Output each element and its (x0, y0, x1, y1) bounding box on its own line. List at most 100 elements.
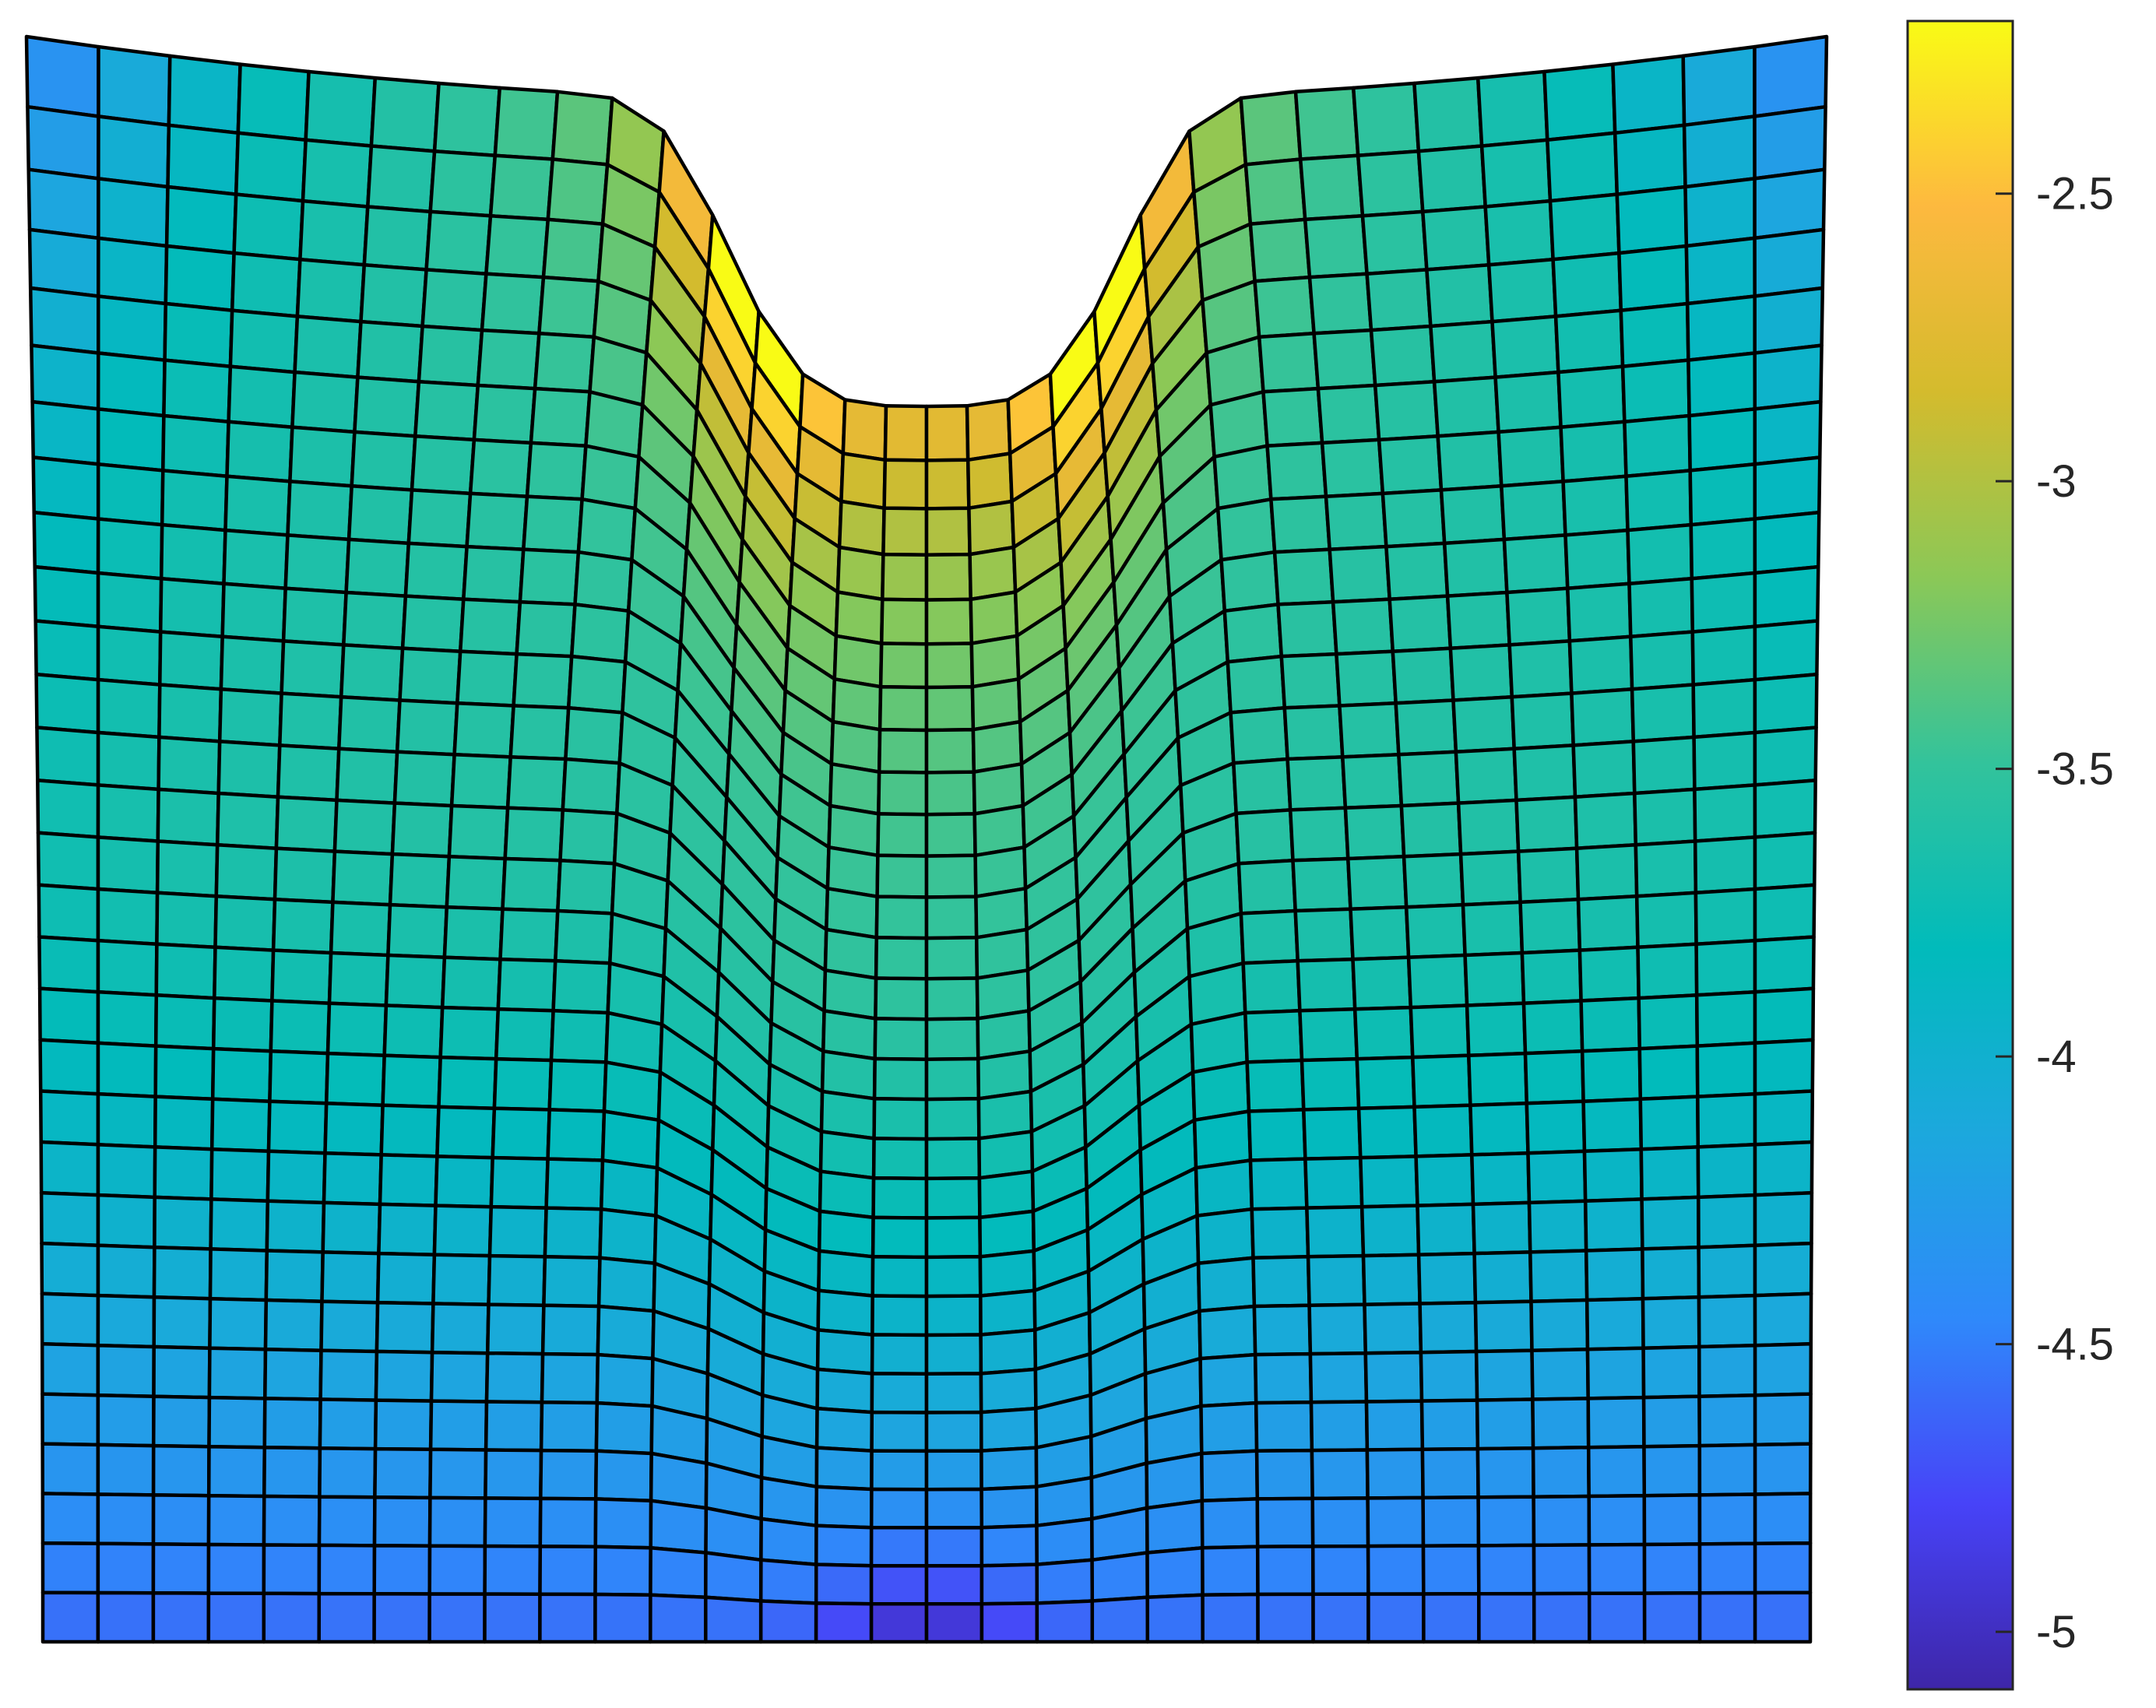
mesh-element (1587, 1591, 1647, 1644)
mesh-element (1436, 430, 1504, 492)
mesh-element (1514, 795, 1579, 853)
mesh-element (758, 1599, 818, 1644)
mesh-element (1406, 953, 1469, 1010)
mesh-element (1581, 1097, 1644, 1154)
mesh-element (1475, 69, 1549, 148)
mesh-element (1194, 1158, 1254, 1218)
mesh-element (1510, 691, 1575, 751)
mesh-element (151, 1394, 212, 1449)
mesh-element (1234, 808, 1295, 866)
mesh-element (649, 1593, 708, 1644)
mesh-element (158, 630, 224, 691)
mesh-element (1291, 856, 1352, 913)
mesh-element (437, 1055, 498, 1111)
mesh-element (24, 34, 100, 118)
mesh-element (428, 1399, 489, 1452)
mesh-element (1753, 1492, 1813, 1546)
mesh-element (278, 691, 343, 751)
mesh-element (924, 976, 980, 1021)
colorbar-tick-label: -3.5 (2036, 744, 2114, 795)
mesh-element (271, 898, 335, 955)
mesh-element (1619, 301, 1690, 369)
mesh-element (476, 328, 541, 391)
mesh-element (533, 332, 596, 394)
mesh-element (1753, 673, 1819, 735)
mesh-element (704, 1595, 763, 1644)
mesh-element (924, 1097, 981, 1141)
mesh-element (96, 1293, 157, 1349)
mesh-element (874, 936, 929, 981)
mesh-element (1349, 905, 1411, 961)
mesh-element (1254, 1400, 1314, 1453)
mesh-element (1475, 1446, 1535, 1499)
mesh-element (377, 1202, 438, 1256)
mesh-element (1753, 104, 1827, 181)
mesh-element (33, 619, 100, 682)
mesh-element (1366, 1592, 1426, 1644)
mesh-element (1255, 1496, 1315, 1548)
mesh-element (462, 544, 526, 604)
mesh-element (159, 522, 227, 585)
mesh-element (34, 673, 100, 735)
mesh-element (1613, 123, 1687, 196)
mesh-element (1582, 1147, 1644, 1204)
mesh-element (593, 1592, 652, 1644)
mesh-element (1248, 217, 1312, 283)
mesh-element (153, 1044, 216, 1102)
mesh-element (924, 458, 971, 511)
mesh-element (1239, 908, 1300, 965)
mesh-element (1529, 1298, 1590, 1352)
mesh-element (413, 379, 480, 442)
mesh-element (1276, 599, 1338, 659)
colorbar-tick-label: -4.5 (2036, 1320, 2114, 1370)
mesh-element (980, 1601, 1039, 1644)
mesh-element (1682, 114, 1757, 189)
mesh-element (1526, 1149, 1588, 1205)
mesh-element (924, 1449, 983, 1492)
mesh-element (1584, 1296, 1645, 1351)
mesh-element (262, 1397, 322, 1450)
mesh-element (564, 706, 624, 765)
mesh-element (1583, 1197, 1644, 1253)
mesh-element (1641, 1295, 1701, 1350)
mesh-element (882, 458, 929, 511)
mesh-element (503, 806, 565, 863)
mesh-element (286, 480, 353, 542)
mesh-element (540, 1303, 601, 1357)
mesh-element (158, 576, 226, 639)
mesh-element (1338, 701, 1401, 759)
mesh-element (875, 853, 929, 899)
mesh-element (1257, 332, 1321, 394)
mesh-element (214, 843, 279, 901)
mesh-element (164, 244, 236, 312)
mesh-element (96, 1393, 156, 1448)
mesh-element (1439, 484, 1507, 546)
mesh-element (1425, 263, 1494, 329)
mesh-element (1530, 1348, 1590, 1401)
mesh-element (468, 438, 533, 498)
mesh-element (924, 1294, 983, 1337)
mesh-element (1497, 425, 1565, 488)
mesh-element (151, 1542, 211, 1595)
mesh-element (870, 1333, 929, 1376)
mesh-element (1693, 887, 1757, 946)
mesh-element (1461, 900, 1525, 958)
mesh-element (1445, 590, 1511, 651)
mesh-element (549, 1009, 610, 1064)
mesh-element (924, 506, 972, 557)
mesh-element (373, 1398, 434, 1452)
mesh-element (429, 1350, 490, 1404)
mesh-element (881, 506, 929, 557)
mesh-element (924, 770, 976, 817)
mesh-element (434, 1154, 494, 1209)
mesh-element (35, 726, 100, 787)
mesh-element (1688, 462, 1757, 527)
mesh-element (505, 755, 568, 812)
mesh-element (160, 469, 229, 532)
mesh-element (317, 1543, 377, 1596)
colorbar: -2.5 -3 -3.5 -4 -4.5 -5 (1906, 19, 2114, 1691)
mesh-element (1472, 1250, 1533, 1305)
mesh-element (96, 783, 160, 843)
mesh-element (96, 571, 164, 634)
mesh-element (157, 683, 223, 743)
